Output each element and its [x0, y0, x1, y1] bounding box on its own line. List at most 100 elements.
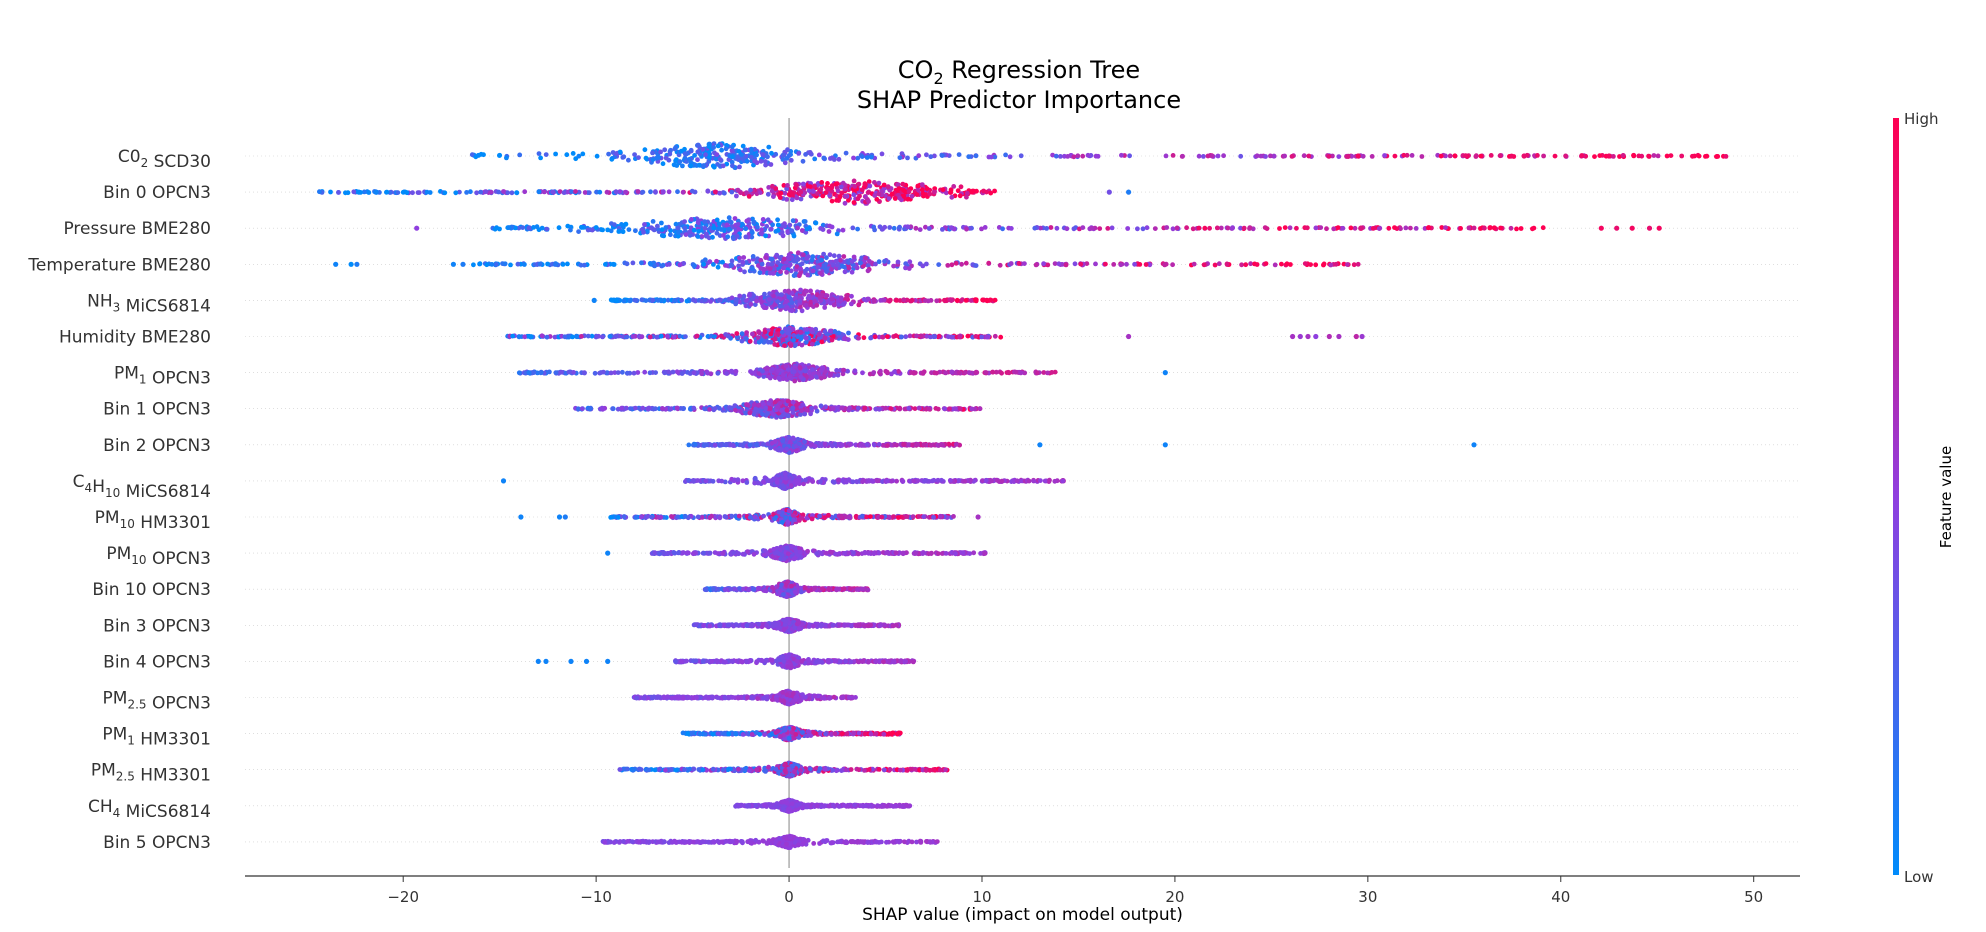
shap-dot — [920, 191, 926, 197]
shap-dot — [641, 229, 646, 235]
shap-dot — [791, 233, 797, 239]
shap-dot — [600, 334, 605, 340]
shap-dot — [895, 259, 901, 265]
shap-dot — [712, 406, 718, 411]
shap-dot — [1471, 225, 1477, 231]
shap-dot — [763, 162, 768, 168]
shap-dot — [790, 399, 796, 405]
shap-dot — [819, 292, 825, 298]
shap-dot — [729, 258, 735, 264]
shap-dot — [1409, 153, 1415, 158]
shap-dot — [819, 180, 825, 185]
shap-dot — [1137, 262, 1143, 267]
shap-dot — [882, 224, 888, 230]
shap-dot — [786, 288, 791, 294]
shap-dot — [781, 183, 787, 188]
shap-dot — [883, 405, 889, 411]
shap-dot — [876, 191, 882, 197]
shap-dot — [844, 293, 849, 298]
shap-dot — [789, 300, 795, 305]
shap-dot — [795, 334, 801, 340]
shap-dot — [907, 259, 913, 265]
shap-dot — [783, 299, 789, 304]
shap-dot — [777, 195, 783, 201]
shap-dot — [660, 406, 665, 411]
shap-dot — [749, 234, 755, 240]
shap-dot — [838, 257, 843, 263]
shap-dot — [992, 297, 998, 303]
shap-dot — [1196, 153, 1202, 159]
shap-dot — [949, 194, 955, 200]
shap-dot — [714, 217, 720, 223]
shap-dot — [793, 271, 799, 277]
shap-dot — [717, 157, 723, 162]
shap-dot — [731, 478, 737, 484]
shap-dot — [980, 297, 985, 303]
shap-dot — [1037, 442, 1043, 448]
shap-dot — [1471, 442, 1477, 448]
shap-dot — [963, 298, 969, 303]
shap-dot — [947, 478, 953, 483]
shap-dot — [943, 190, 949, 196]
shap-dot — [1132, 261, 1137, 267]
shap-dot — [962, 478, 968, 484]
shap-dot — [905, 224, 911, 230]
shap-dot — [1209, 153, 1215, 159]
shap-dot — [1345, 262, 1350, 267]
shap-dot — [1438, 153, 1444, 159]
shap-dot — [640, 405, 646, 411]
shap-dot — [897, 195, 903, 201]
shap-dot — [828, 328, 833, 334]
shap-dot — [1447, 153, 1453, 159]
shap-dot — [829, 185, 835, 191]
shap-dot — [849, 301, 854, 307]
shap-dot — [861, 297, 867, 302]
shap-dot — [1205, 153, 1211, 159]
row-guide-lines — [245, 155, 1800, 843]
shap-dot — [799, 342, 805, 348]
shap-dot — [826, 229, 832, 234]
shap-dot — [442, 190, 448, 196]
shap-dot — [509, 190, 515, 196]
shap-dot — [710, 234, 715, 240]
shap-dot — [1084, 261, 1090, 266]
shap-dot — [807, 295, 813, 301]
shap-dot — [751, 220, 757, 225]
shap-dot — [553, 370, 559, 375]
shap-dot — [863, 255, 869, 261]
shap-dot — [1248, 261, 1253, 267]
shap-dot — [884, 478, 890, 484]
shap-dot — [711, 145, 716, 150]
shap-dot — [743, 226, 749, 232]
shap-dot — [785, 147, 790, 153]
shap-dot — [966, 154, 972, 160]
shap-dot — [789, 191, 795, 197]
shap-dot — [804, 266, 810, 272]
shap-dot — [494, 225, 499, 231]
shap-dot — [604, 189, 610, 195]
shap-dot — [741, 255, 747, 260]
shap-dot — [640, 189, 646, 195]
shap-dot — [624, 261, 630, 267]
shap-dot — [496, 189, 501, 195]
shap-dot — [808, 411, 813, 417]
shap-dot — [796, 273, 802, 279]
shap-dot — [686, 157, 692, 162]
shap-dot — [585, 227, 591, 233]
shap-dot — [695, 220, 701, 226]
shap-dot — [1050, 152, 1055, 158]
shap-dot — [707, 259, 713, 265]
shap-dot — [873, 261, 878, 267]
shap-dot — [1313, 333, 1319, 340]
shap-dot — [968, 477, 973, 483]
shap-dot — [1007, 154, 1013, 160]
shap-dot — [1060, 478, 1065, 484]
shap-dot — [841, 336, 847, 342]
shap-dot — [671, 334, 677, 340]
shap-dot — [775, 222, 781, 228]
shap-dot — [849, 259, 855, 264]
shap-dot — [1052, 478, 1058, 484]
shap-dot — [920, 371, 926, 376]
shap-dot — [1597, 153, 1603, 159]
